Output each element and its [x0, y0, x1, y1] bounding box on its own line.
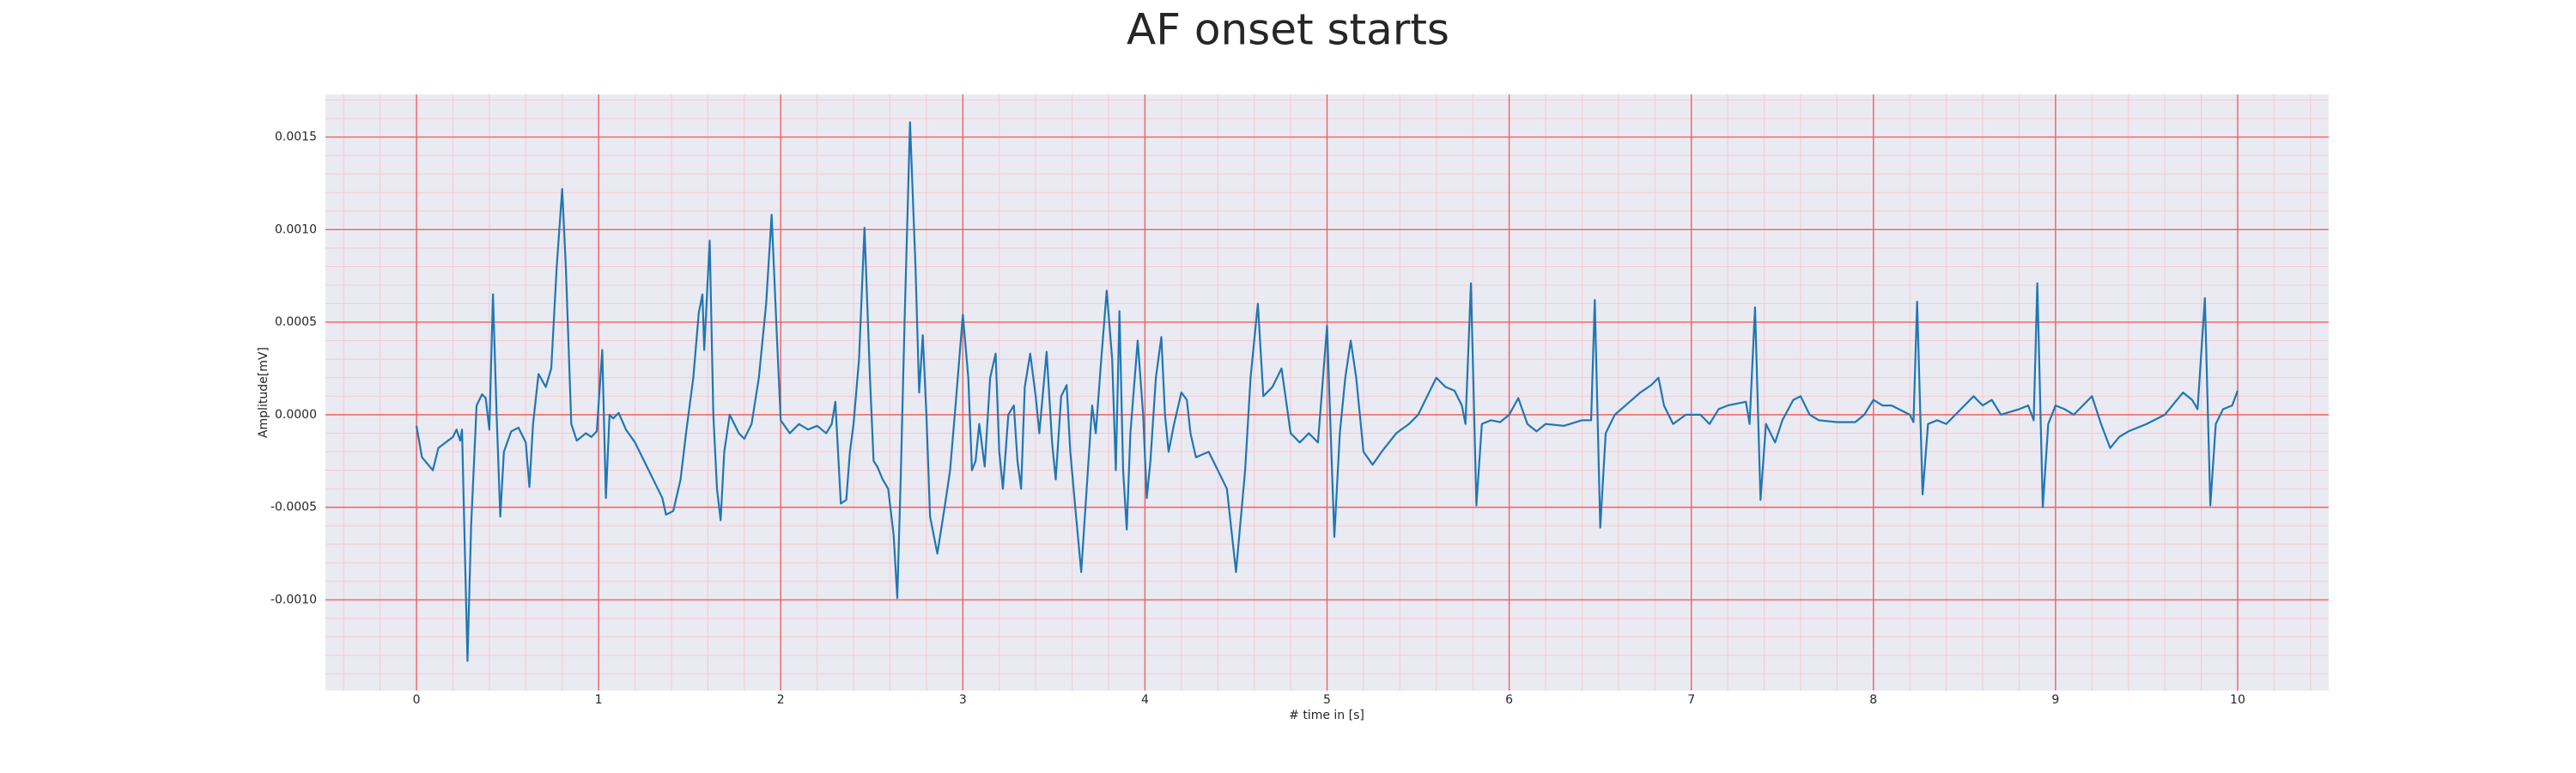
- x-tick-label: 0: [413, 693, 421, 707]
- y-tick-label: 0.0000: [275, 408, 317, 422]
- y-tick-label: 0.0015: [275, 131, 317, 144]
- chart-title: AF onset starts: [1127, 5, 1449, 55]
- x-tick-label: 8: [1869, 693, 1877, 707]
- x-tick-label: 10: [2230, 693, 2245, 707]
- x-tick-label: 4: [1141, 693, 1149, 707]
- y-tick-label: -0.0010: [270, 593, 317, 606]
- x-tick-label: 6: [1505, 693, 1513, 707]
- x-tick-label: 9: [2051, 693, 2059, 707]
- ecg-line: [415, 121, 2239, 662]
- y-tick-label: 0.0010: [275, 222, 317, 236]
- y-tick-label: 0.0005: [275, 315, 317, 329]
- x-tick-label: 1: [595, 693, 603, 707]
- x-tick-label: 3: [959, 693, 967, 707]
- x-tick-label: 2: [777, 693, 785, 707]
- x-tick-label: 5: [1323, 693, 1331, 707]
- x-axis-label: # time in [s]: [1289, 709, 1364, 722]
- y-tick-label: -0.0005: [270, 501, 317, 514]
- y-axis-label: Amplitude[mV]: [257, 347, 270, 438]
- x-tick-label: 7: [1687, 693, 1695, 707]
